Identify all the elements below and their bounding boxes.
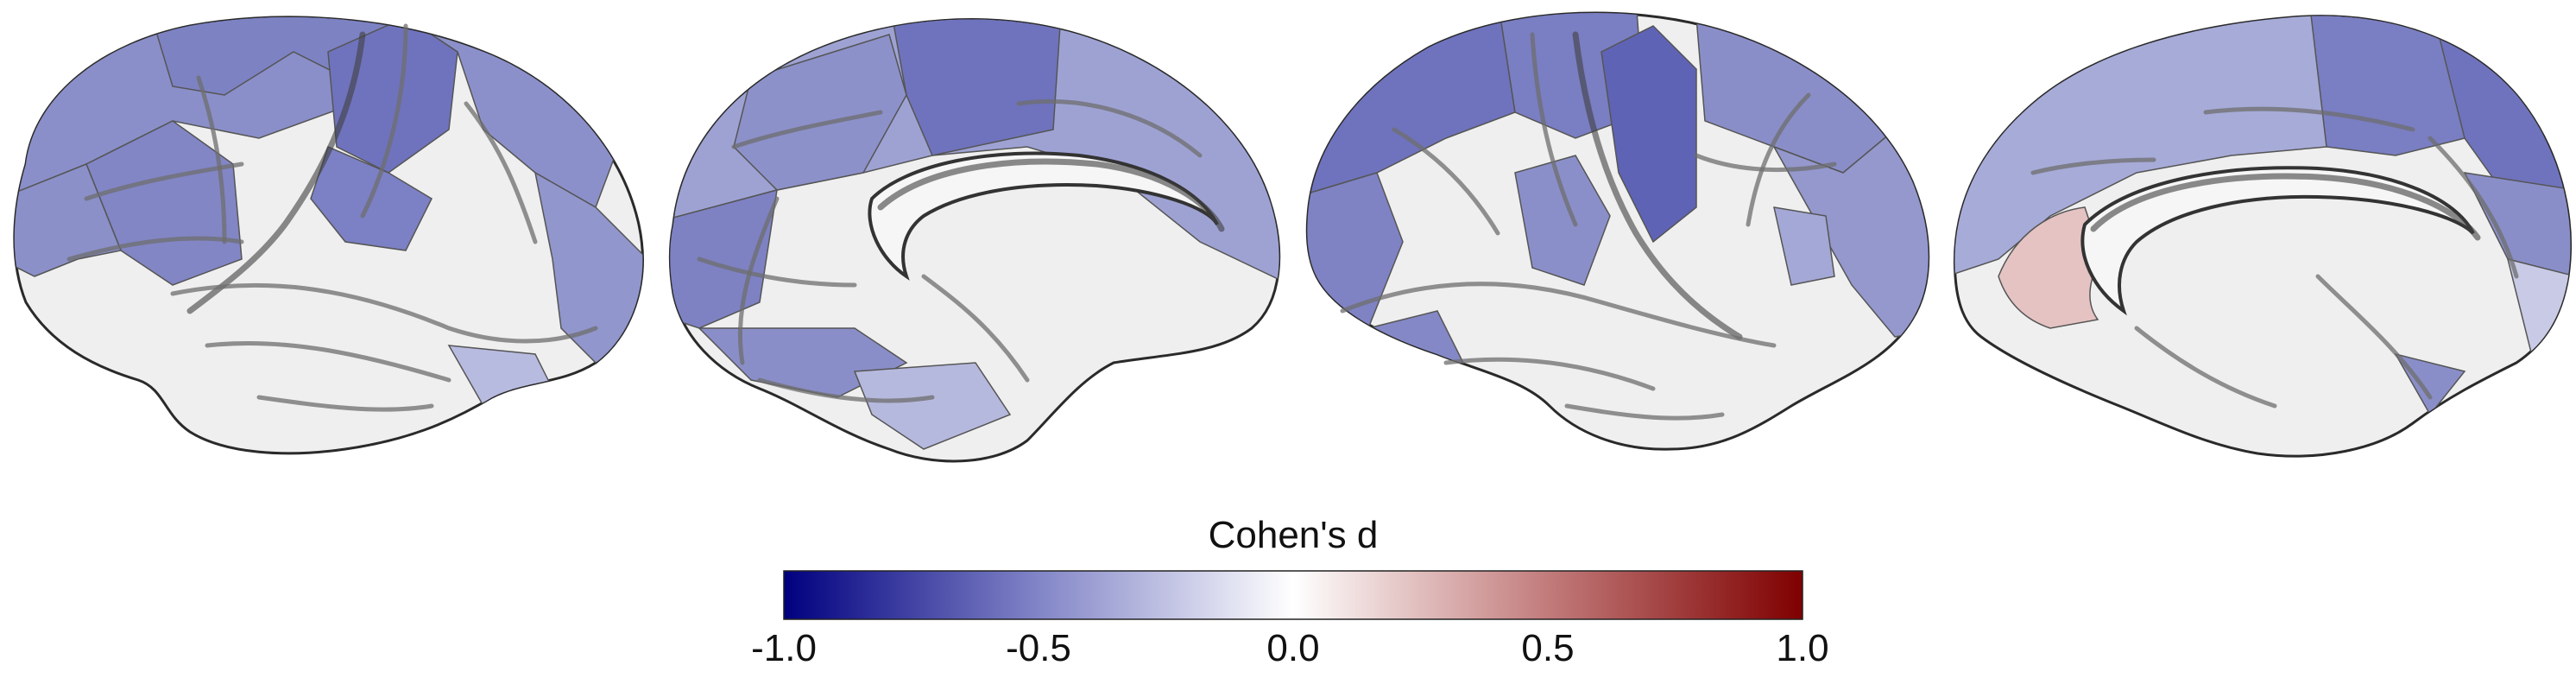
colorbar-tick-label: 0.5 <box>1521 627 1574 669</box>
colorbar-gradient <box>783 570 1803 620</box>
colorbar-tick-label: 1.0 <box>1776 627 1828 669</box>
colorbar: Cohen's d -1.0 -0.5 0.0 0.5 1.0 <box>751 514 1829 678</box>
left-lateral-surface <box>13 16 644 455</box>
brain-view-right-medial <box>1947 0 2576 466</box>
right-lateral-surface <box>1305 11 1930 451</box>
colorbar-title: Cohen's d <box>1208 514 1379 556</box>
colorbar-tick-label: 0.0 <box>1266 627 1319 669</box>
brain-view-left-medial <box>647 0 1291 466</box>
colorbar-tick-label: -1.0 <box>751 627 817 669</box>
left-medial-surface <box>668 18 1281 463</box>
colorbar-scale: -1.0 -0.5 0.0 0.5 1.0 <box>751 570 1829 669</box>
right-medial-surface <box>1953 15 2572 458</box>
brain-view-right-lateral <box>1291 0 1947 466</box>
colorbar-ticks: -1.0 -0.5 0.0 0.5 1.0 <box>751 627 1829 669</box>
colorbar-tick-label: -0.5 <box>1006 627 1071 669</box>
brain-view-left-lateral <box>0 0 647 466</box>
